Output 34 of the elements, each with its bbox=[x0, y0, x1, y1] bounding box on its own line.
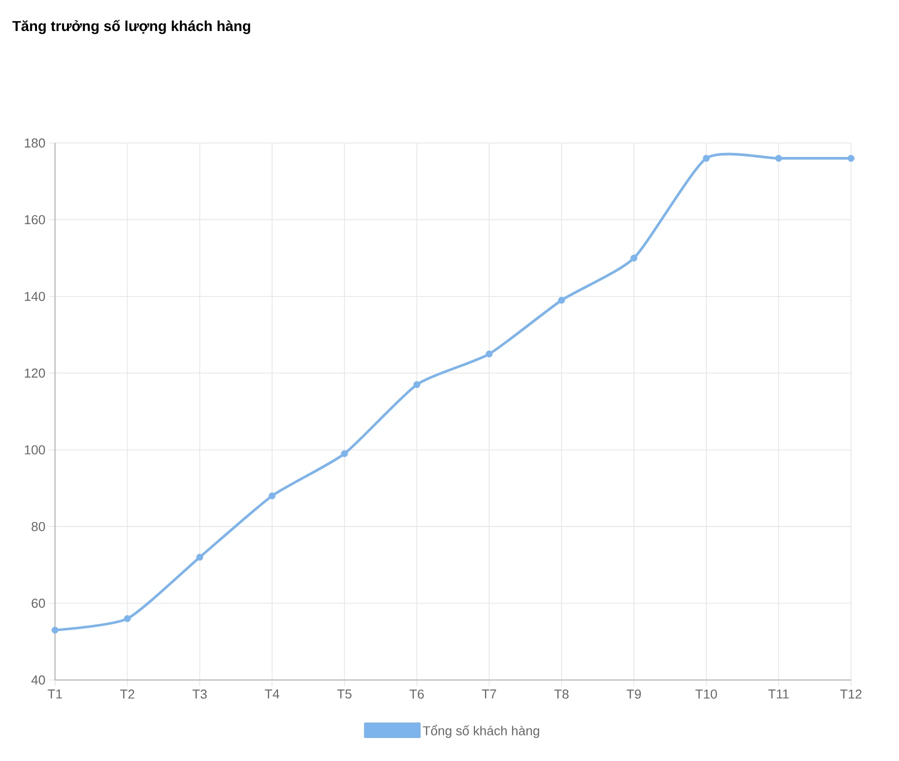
x-tick-label: T5 bbox=[337, 690, 352, 699]
y-tick-label: 60 bbox=[32, 598, 45, 608]
point bbox=[268, 492, 276, 500]
x-tick-label: T9 bbox=[626, 690, 641, 699]
x-tick-label: T8 bbox=[554, 690, 569, 699]
point bbox=[630, 254, 638, 262]
y-tick-label: 120 bbox=[24, 368, 45, 378]
point bbox=[775, 154, 782, 162]
x-tick-label: T7 bbox=[482, 690, 496, 698]
y-tick-label: 100 bbox=[24, 445, 45, 454]
chart-title: Tăng trưởng số lượng khách hàng bbox=[12, 20, 250, 34]
y-tick-label: 160 bbox=[24, 215, 45, 224]
x-tick-label: T10 bbox=[695, 690, 717, 699]
point bbox=[848, 154, 854, 162]
point bbox=[341, 450, 348, 458]
point bbox=[124, 615, 131, 622]
legend-label: Tổng số khách hàng bbox=[422, 724, 540, 738]
y-tick-label: 80 bbox=[32, 522, 45, 532]
x-tick-label: T1 bbox=[48, 690, 62, 698]
x-tick-label: T2 bbox=[120, 690, 134, 699]
point bbox=[558, 296, 566, 304]
y-tick-label: 180 bbox=[24, 138, 45, 148]
point bbox=[52, 626, 58, 634]
point bbox=[702, 154, 710, 162]
x-tick-label: T3 bbox=[192, 690, 207, 699]
y-tick-label: 140 bbox=[24, 292, 45, 301]
point bbox=[196, 554, 204, 561]
point bbox=[413, 381, 420, 388]
x-tick-label: T12 bbox=[840, 690, 862, 699]
x-tick-label: T11 bbox=[768, 690, 789, 698]
point bbox=[486, 350, 493, 358]
x-tick-label: T6 bbox=[410, 690, 424, 699]
y-tick-label: 40 bbox=[31, 675, 45, 685]
x-tick-label: T4 bbox=[264, 690, 280, 698]
